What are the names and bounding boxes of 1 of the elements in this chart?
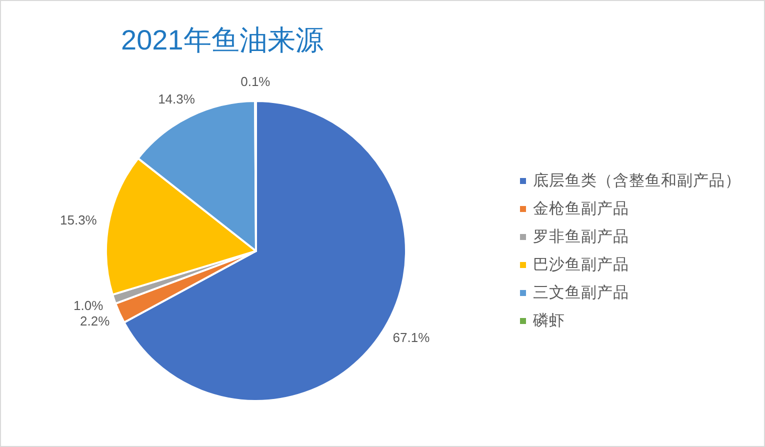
title: 2021年鱼油来源	[121, 24, 324, 56]
